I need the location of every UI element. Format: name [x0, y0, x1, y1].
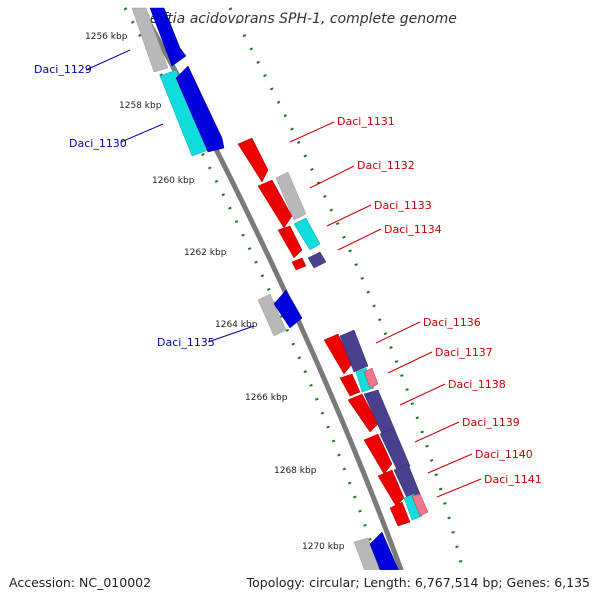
gene-label-daci-1132[interactable]: Daci_1132	[357, 159, 415, 172]
gene-arrow[interactable]	[291, 257, 307, 271]
tick-labels: 1256 kbp 1258 kbp 1260 kbp 1262 kbp 1264…	[85, 32, 345, 552]
gene-arrow[interactable]	[411, 493, 429, 517]
gene-label-daci-1129[interactable]: Daci_1129	[34, 63, 92, 76]
accession-text: Accession: NC_010002	[9, 575, 151, 590]
gene-label-daci-1141[interactable]: Daci_1141	[484, 473, 542, 486]
gene-label-daci-1139[interactable]: Daci_1139	[462, 416, 520, 429]
gene-label-daci-1131[interactable]: Daci_1131	[337, 115, 395, 128]
plus-strand-genes	[237, 137, 441, 600]
gene-label-daci-1140[interactable]: Daci_1140	[475, 448, 533, 461]
gene-arrow[interactable]	[363, 433, 393, 475]
gene-arrow[interactable]	[307, 251, 327, 269]
gene-label-daci-1130[interactable]: Daci_1130	[69, 137, 127, 150]
tick-label: 1264 kbp	[215, 320, 258, 330]
gene-label-daci-1137[interactable]: Daci_1137	[435, 346, 493, 359]
gene-arrow[interactable]	[149, 7, 187, 67]
tick-label: 1270 kbp	[302, 542, 345, 552]
gene-label-daci-1136[interactable]: Daci_1136	[423, 316, 481, 329]
leader-lines	[85, 49, 482, 498]
footer-bar	[0, 570, 600, 600]
tick-label: 1258 kbp	[119, 101, 162, 111]
tick-label: 1268 kbp	[274, 466, 317, 476]
gene-label-daci-1134[interactable]: Daci_1134	[384, 223, 442, 236]
gene-label-daci-1133[interactable]: Daci_1133	[374, 199, 432, 212]
gene-arrow[interactable]	[389, 501, 411, 527]
gene-arrow[interactable]	[131, 7, 169, 73]
gene-arrow[interactable]	[175, 65, 225, 153]
gene-arrow[interactable]	[403, 493, 423, 521]
gene-arrow[interactable]	[339, 373, 361, 397]
gene-arrow[interactable]	[277, 225, 303, 259]
gene-label-daci-1135[interactable]: Daci_1135	[157, 336, 215, 349]
gene-arrow[interactable]	[363, 367, 379, 389]
gene-labels: Daci_1129 Daci_1130 Daci_1131 Daci_1132 …	[34, 63, 542, 486]
tick-label: 1260 kbp	[152, 176, 195, 186]
tick-label: 1262 kbp	[184, 248, 227, 258]
genome-title: Delftia acidovorans SPH-1, complete geno…	[139, 11, 457, 27]
gene-arrow[interactable]	[293, 217, 321, 251]
genome-stats-text: Topology: circular; Length: 6,767,514 bp…	[246, 575, 590, 590]
tick-label: 1256 kbp	[85, 32, 128, 42]
gene-arrow[interactable]	[237, 137, 269, 183]
tick-label: 1266 kbp	[245, 393, 288, 403]
gene-arrow[interactable]	[257, 179, 293, 229]
minus-strand-genes	[131, 7, 409, 600]
gene-arrow[interactable]	[339, 329, 369, 373]
gene-arrow[interactable]	[379, 427, 411, 473]
gene-arrow[interactable]	[257, 293, 287, 337]
gene-arrow[interactable]	[275, 171, 307, 221]
gene-label-daci-1138[interactable]: Daci_1138	[448, 378, 506, 391]
gene-arrow[interactable]	[273, 289, 303, 329]
